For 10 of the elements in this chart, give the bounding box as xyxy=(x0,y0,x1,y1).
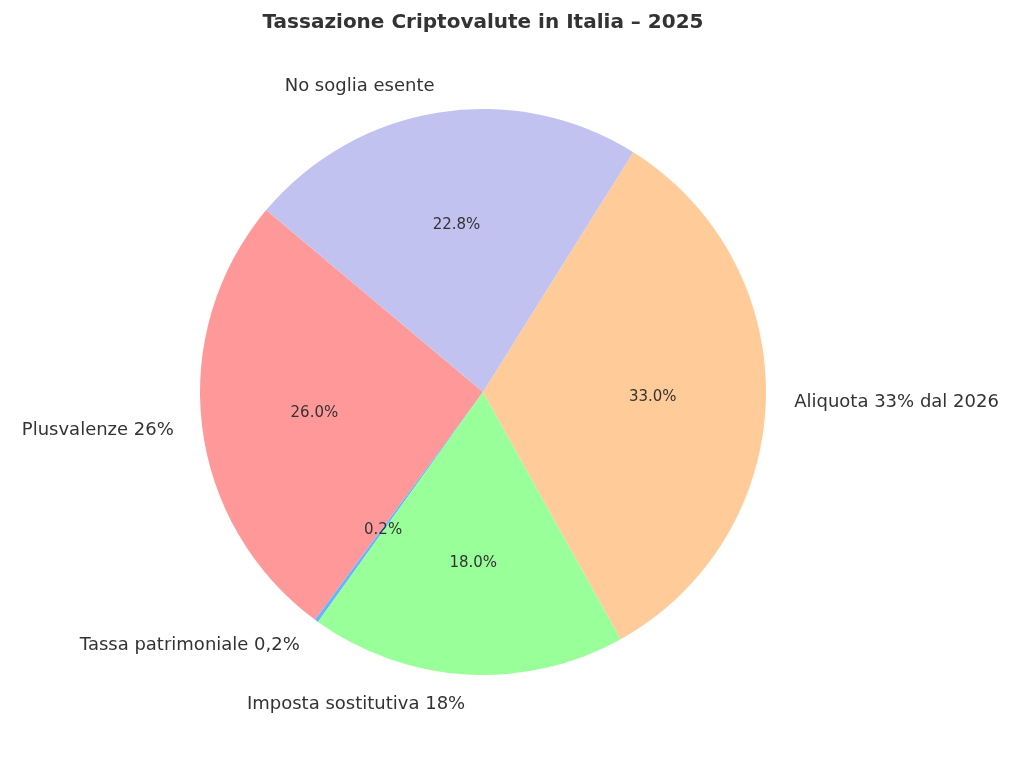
slice-label: Tassa patrimoniale 0,2% xyxy=(78,633,300,655)
slice-label: Plusvalenze 26% xyxy=(21,418,174,440)
slice-label: No soglia esente xyxy=(284,74,435,95)
data-label: 26.0% xyxy=(290,403,339,422)
slice-label: Imposta sostitutiva 18% xyxy=(246,692,466,714)
data-label: 22.8% xyxy=(432,215,481,234)
chart-title: Tassazione Criptovalute in Italia – 2025 xyxy=(262,9,704,33)
data-label: 18.0% xyxy=(449,552,498,571)
slice-label: Aliquota 33% dal 2026 xyxy=(794,389,999,411)
data-label: 33.0% xyxy=(628,387,677,406)
